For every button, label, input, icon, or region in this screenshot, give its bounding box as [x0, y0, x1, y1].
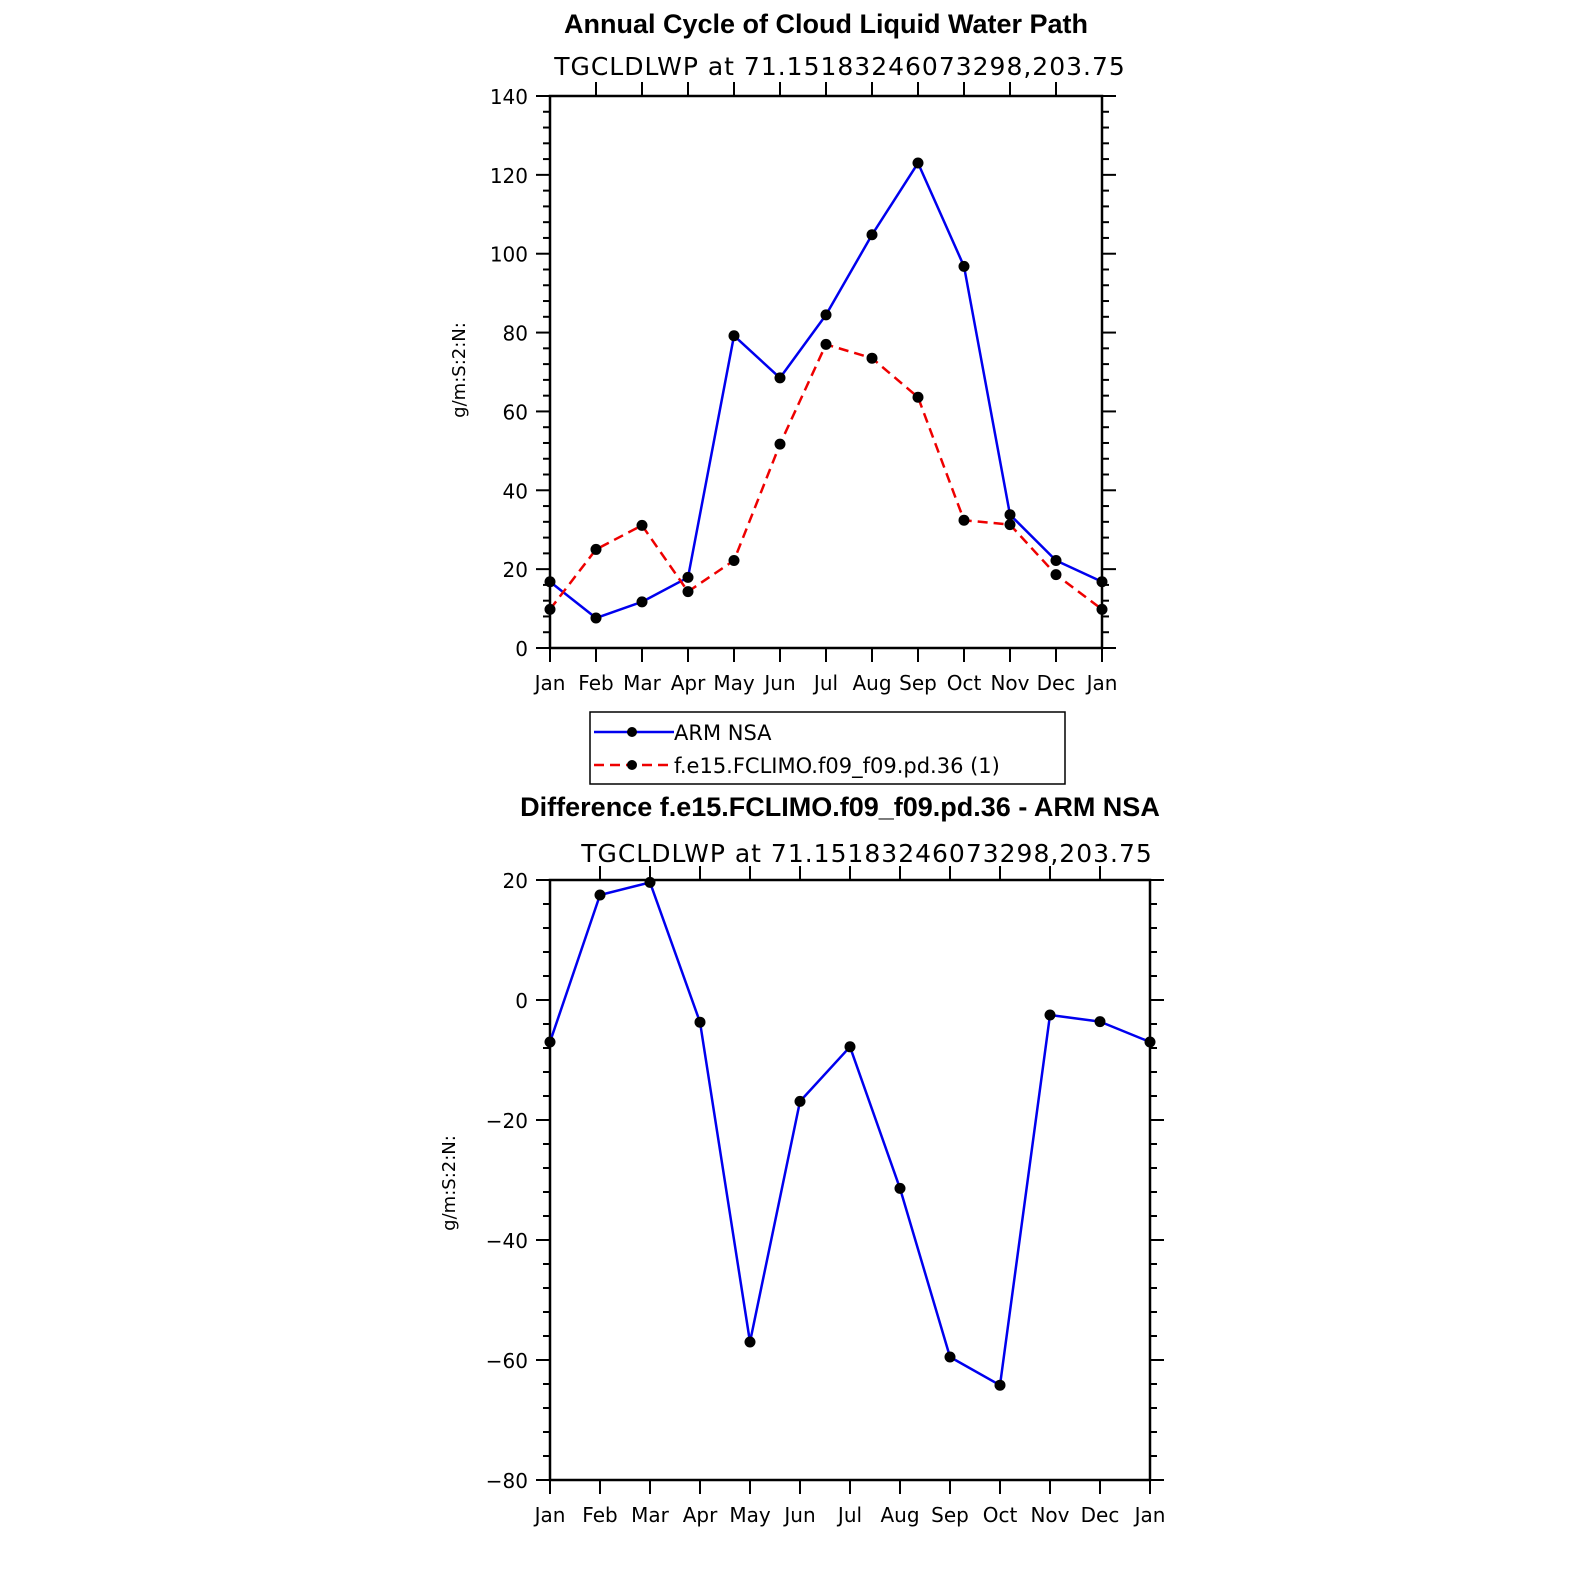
top-series-1-point — [820, 338, 832, 350]
top-xtick-label: Dec — [1037, 671, 1076, 695]
bottom-xtick-label: May — [729, 1503, 771, 1527]
top-series-0-point — [728, 330, 740, 342]
top-series-0-point — [590, 612, 602, 624]
top-series-1-point — [590, 543, 602, 555]
legend-box — [589, 711, 1066, 785]
bottom-xtick-label: Nov — [1030, 1503, 1069, 1527]
bottom-xtick-label: Jan — [1133, 1503, 1166, 1527]
bottom-series-0-point — [844, 1041, 856, 1053]
bottom-ytick-label: 20 — [503, 869, 528, 893]
bottom-xtick-label: Jun — [782, 1503, 815, 1527]
top-series-1-line — [549, 343, 1103, 611]
top-series-1-point — [728, 554, 740, 566]
top-series-1-point — [958, 514, 970, 526]
top-xtick-label: May — [713, 671, 755, 695]
top-series-1-point — [774, 438, 786, 450]
top-series-1-point — [636, 519, 648, 531]
top-ytick-label: 120 — [490, 164, 528, 188]
bottom-chart-ylabel: g/m:S:2:N: — [439, 1135, 460, 1231]
bottom-xtick-label: Jul — [836, 1503, 862, 1527]
bottom-series-0-point — [1094, 1016, 1106, 1028]
legend-marker-arm-nsa — [627, 727, 637, 737]
top-series-1-point — [544, 603, 556, 615]
bottom-series-0-point — [744, 1336, 756, 1348]
top-chart-title: Annual Cycle of Cloud Liquid Water Path — [564, 9, 1088, 39]
bottom-series-0-point — [694, 1016, 706, 1028]
bottom-xtick-label: Dec — [1081, 1503, 1120, 1527]
top-ytick-label: 80 — [503, 322, 528, 346]
top-xtick-label: Mar — [623, 671, 662, 695]
top-xtick-label: Aug — [852, 671, 891, 695]
bottom-xtick-label: Apr — [683, 1503, 718, 1527]
bottom-xtick-label: Aug — [880, 1503, 919, 1527]
bottom-xtick-label: Feb — [582, 1503, 617, 1527]
top-series-0-line — [549, 161, 1103, 620]
top-ytick-label: 100 — [490, 243, 528, 267]
legend-label-arm-nsa: ARM NSA — [674, 721, 772, 745]
bottom-plot-frame — [548, 878, 1152, 1482]
bottom-series-0-point — [594, 889, 606, 901]
top-xtick-label: Oct — [947, 671, 982, 695]
top-series-1-point — [1096, 603, 1108, 615]
top-series-0-point — [682, 571, 694, 583]
bottom-series-0-line — [548, 881, 1151, 1387]
bottom-series-0-point — [794, 1095, 806, 1107]
top-xtick-label: Jan — [1085, 671, 1118, 695]
top-series-0-point — [1004, 509, 1016, 521]
top-xtick-label: Sep — [899, 671, 937, 695]
bottom-ytick-label: 0 — [515, 989, 528, 1013]
top-ytick-label: 0 — [515, 637, 528, 661]
top-xtick-label: Jul — [812, 671, 838, 695]
top-chart-subtitle: TGCLDLWP at 71.15183246073298,203.75 — [553, 52, 1126, 81]
bottom-chart-title: Difference f.e15.FCLIMO.f09_f09.pd.36 - … — [520, 792, 1160, 822]
top-xtick-label: Apr — [671, 671, 706, 695]
top-xtick-label: Nov — [990, 671, 1029, 695]
bottom-chart: −80 −60 −40 −20 0 20 Jan Feb Mar Apr May Jun Jul Aug S… — [486, 866, 1166, 1527]
top-ytick-label: 20 — [503, 558, 528, 582]
bottom-series-0-point — [944, 1351, 956, 1363]
top-ytick-label: 60 — [503, 400, 528, 424]
bottom-ytick-label: −20 — [486, 1109, 528, 1133]
top-xtick-label: Jan — [533, 671, 566, 695]
legend-label-model: f.e15.FCLIMO.f09_f09.pd.36 (1) — [674, 754, 1000, 779]
bottom-series-0-point — [544, 1036, 556, 1048]
top-series-1-point — [866, 352, 878, 364]
top-series-0-point — [544, 576, 556, 588]
top-chart-ylabel: g/m:S:2:N: — [449, 322, 470, 418]
top-series-0-point — [1050, 554, 1062, 566]
bottom-ytick-label: −60 — [486, 1349, 528, 1373]
top-chart: 0 20 40 60 80 100 120 140 Jan Feb Mar Apr May Jun Jul A… — [490, 82, 1118, 695]
top-series-1-point — [912, 391, 924, 403]
top-series-0-point — [636, 596, 648, 608]
top-series-0-point — [866, 229, 878, 241]
top-series-0-point — [912, 157, 924, 169]
top-series-1-point — [1004, 519, 1016, 531]
bottom-xtick-label: Sep — [931, 1503, 969, 1527]
bottom-series-0-point — [1044, 1009, 1056, 1021]
top-plot-frame — [548, 94, 1104, 650]
bottom-series-0-point — [1144, 1036, 1156, 1048]
top-series-0-point — [820, 309, 832, 321]
top-series-0-point — [958, 260, 970, 272]
top-xtick-label: Jun — [762, 671, 795, 695]
top-ytick-label: 140 — [490, 85, 528, 109]
top-ytick-label: 40 — [503, 479, 528, 503]
bottom-ytick-label: −80 — [486, 1469, 528, 1493]
top-series-1-point — [1050, 569, 1062, 581]
bottom-xtick-label: Mar — [631, 1503, 670, 1527]
bottom-series-0-point — [994, 1379, 1006, 1391]
legend: ARM NSA f.e15.FCLIMO.f09_f09.pd.36 (1) — [589, 711, 1066, 785]
top-series-0-point — [774, 372, 786, 384]
top-series-1-point — [682, 586, 694, 598]
bottom-chart-subtitle: TGCLDLWP at 71.15183246073298,203.75 — [580, 839, 1153, 868]
bottom-series-0-point — [894, 1182, 906, 1194]
bottom-series-0-point — [644, 876, 656, 888]
bottom-xtick-label: Oct — [983, 1503, 1018, 1527]
legend-marker-model — [627, 760, 637, 770]
bottom-xtick-label: Jan — [533, 1503, 566, 1527]
top-xtick-label: Feb — [578, 671, 613, 695]
bottom-ytick-label: −40 — [486, 1229, 528, 1253]
top-series-0-point — [1096, 576, 1108, 588]
